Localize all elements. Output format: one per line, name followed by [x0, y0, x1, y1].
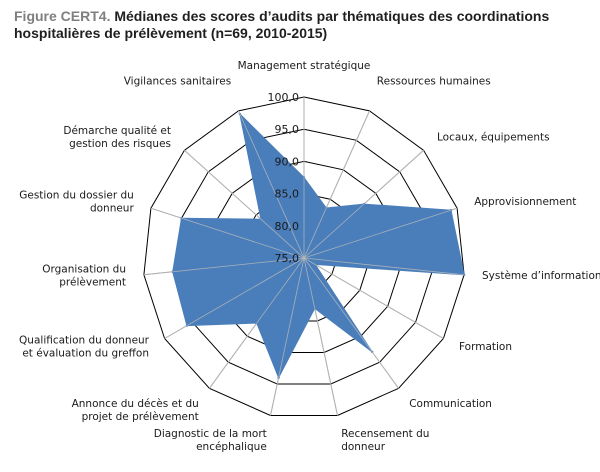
- spoke-overlay-7: [303, 257, 338, 416]
- axis-label-14: Vigilances sanitaires: [124, 76, 231, 88]
- spoke-overlay-5: [303, 257, 444, 339]
- axis-label-0: Management stratégique: [238, 60, 371, 72]
- spoke-overlay-8: [270, 257, 305, 416]
- radar-series-layer: [143, 97, 466, 416]
- axis-label-2: Locaux, équipements: [437, 132, 550, 144]
- axis-category-labels: Management stratégique Ressources humaine…: [19, 60, 600, 453]
- axis-label-line: prélèvement: [59, 277, 126, 289]
- axis-label-line: Organisation du: [42, 264, 126, 276]
- tick-label-1: 80,0: [275, 220, 300, 233]
- axis-label-line: Diagnostic de la mort: [154, 428, 267, 440]
- axis-label-line: donneur: [341, 441, 386, 453]
- spoke-overlay-9: [209, 257, 305, 389]
- tick-label-3: 90,0: [275, 155, 300, 168]
- axis-label-line: et évaluation du greffon: [22, 348, 149, 360]
- tick-label-4: 95,0: [275, 123, 300, 136]
- axis-label-line: Système d’information: [482, 270, 600, 282]
- axis-label-6: Communication: [409, 398, 492, 410]
- axis-label-line: Recensement du: [341, 428, 429, 440]
- spoke-overlay-2: [303, 150, 424, 259]
- axis-label-1: Ressources humaines: [377, 76, 491, 88]
- axis-label-line: Formation: [459, 341, 512, 353]
- spoke-overlay-13: [184, 150, 305, 259]
- axis-label-line: Locaux, équipements: [437, 132, 550, 144]
- spoke-overlay-4: [303, 257, 465, 276]
- series-area-0: [172, 112, 465, 379]
- tick-label-5: 100,0: [268, 91, 300, 104]
- spoke-overlay-1: [303, 110, 370, 259]
- axis-label-line: Démarche qualité et: [63, 125, 171, 137]
- axis-label-line: Communication: [409, 398, 492, 410]
- grid-ring-5: [143, 96, 465, 416]
- spoke-overlay-14: [238, 110, 305, 259]
- chart-title: Figure CERT4. Médianes des scores d’audi…: [14, 8, 594, 42]
- axis-label-line: Ressources humaines: [377, 76, 491, 88]
- spoke-overlay-3: [303, 207, 458, 259]
- tick-label-2: 85,0: [275, 188, 300, 201]
- axis-label-3: Approvisionnement: [474, 196, 576, 208]
- axis-label-line: donneur: [90, 203, 135, 215]
- tick-label-0: 75,0: [275, 252, 300, 265]
- axis-label-line: encéphalique: [196, 441, 267, 453]
- axis-label-4: Système d’information: [482, 270, 600, 282]
- spoke-overlay-11: [143, 257, 305, 276]
- axis-label-line: Vigilances sanitaires: [124, 76, 231, 88]
- spoke-overlay-6: [303, 257, 399, 389]
- axis-label-line: gestion des risques: [69, 138, 171, 150]
- figure-label: Figure CERT4.: [14, 8, 111, 24]
- axis-label-line: projet de prélèvement: [82, 411, 199, 423]
- axis-label-line: Annonce du décès et du: [72, 398, 199, 410]
- radial-tick-labels: 75,0 80,0 85,0 90,0 95,0 100,0: [268, 91, 300, 265]
- axis-label-line: Management stratégique: [238, 60, 371, 72]
- axis-label-line: Qualification du donneur: [19, 335, 150, 347]
- axis-label-line: Approvisionnement: [474, 196, 576, 208]
- spoke-overlay-12: [150, 207, 305, 259]
- axis-label-5: Formation: [459, 341, 512, 353]
- axis-label-line: Gestion du dossier du: [19, 190, 134, 202]
- spoke-overlay-10: [164, 257, 305, 339]
- figure-title: Médianes des scores d’audits par thémati…: [14, 8, 550, 41]
- grid-ring-4: [175, 128, 433, 385]
